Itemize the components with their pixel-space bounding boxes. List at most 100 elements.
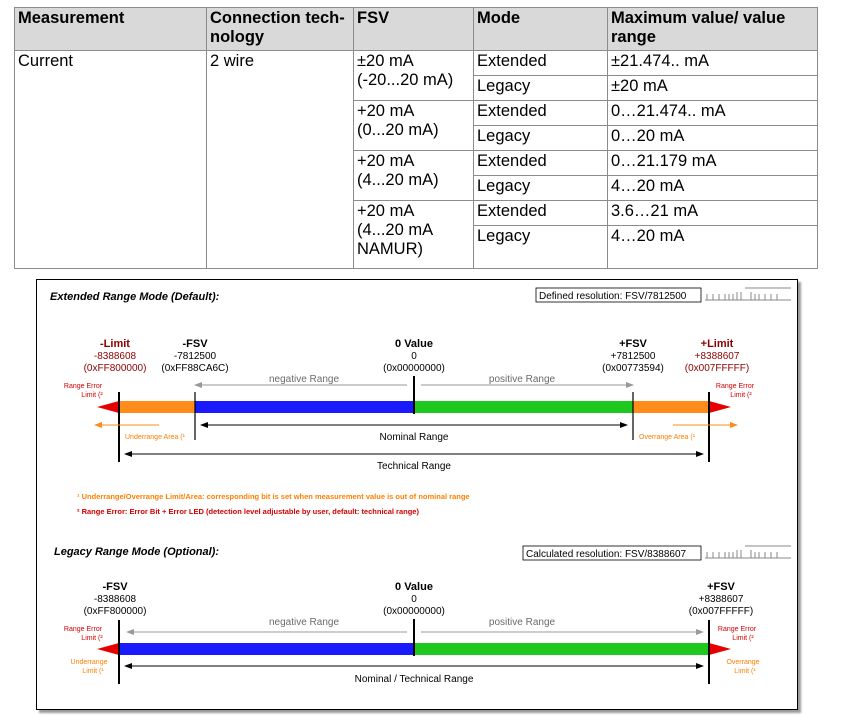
svg-text:0: 0	[411, 351, 417, 362]
legacy-nominal-technical-label: Nominal / Technical Range	[355, 674, 474, 685]
pos-limit-label: +Limit +8388607 (0x007FFFFF)	[685, 338, 749, 374]
header-max-value: Maximum value/ value range	[607, 7, 818, 51]
legacy-range-error-right-label: Range Error	[718, 626, 757, 633]
svg-text:+FSV: +FSV	[707, 581, 735, 593]
range-error-right-label: Range Error	[716, 383, 755, 390]
svg-text:-7812500: -7812500	[174, 351, 217, 362]
cell-mode: Legacy	[473, 75, 608, 101]
cell-range: ±21.474.. mA	[607, 50, 818, 76]
legacy-positive-segment	[414, 643, 709, 655]
table-row: +20 mA (4...20 mA NAMUR) Extended 3.6…21 m…	[15, 200, 818, 269]
table-row: +20 mA (4...20 mA) Extended 0…21.179 mA	[15, 150, 818, 201]
svg-text:-8388608: -8388608	[94, 351, 137, 362]
cell-range: 0…21.474.. mA	[607, 100, 818, 126]
extended-range-section: Extended Range Mode (Default): Defined r…	[50, 287, 791, 472]
extended-mode-title: Extended Range Mode (Default):	[50, 291, 220, 303]
legacy-positive-range-label: positive Range	[489, 617, 556, 628]
svg-text:-8388608: -8388608	[94, 594, 137, 605]
cell-range: 4…20 mA	[607, 175, 818, 201]
header-measurement: Measurement	[14, 7, 207, 51]
legacy-resolution-box: Calculated resolution: FSV/8388607	[522, 545, 791, 561]
header-mode: Mode	[473, 7, 608, 51]
cell-fsv: ±20 mA (-20...20 mA)	[353, 50, 474, 101]
svg-text:0 Value: 0 Value	[395, 581, 433, 593]
cell-range: 0…21.179 mA	[607, 150, 818, 176]
legacy-range-error-left-label: Range Error	[64, 626, 103, 633]
cell-mode: Legacy	[473, 125, 608, 151]
table-row: Current 2 wire ±20 mA (-20...20 mA) Exten…	[14, 50, 818, 269]
range-diagram-svg: Extended Range Mode (Default): Defined r…	[50, 287, 791, 685]
range-error-left-label: Range Error	[64, 383, 103, 390]
resolution-scale-icon	[705, 287, 791, 301]
legacy-range-section: Legacy Range Mode (Optional): Calculated…	[54, 545, 791, 685]
overrange-area-label: Overrange Area (¹	[639, 434, 696, 441]
range-error-limit-left: Limit (²	[81, 392, 103, 399]
cell-measurement: Current	[14, 50, 207, 269]
error-tip-left	[97, 401, 119, 413]
legacy-mode-title: Legacy Range Mode (Optional):	[54, 546, 219, 558]
table-row: Legacy 0…20 mA	[15, 125, 818, 151]
svg-text:+Limit: +Limit	[701, 338, 734, 350]
legacy-range-error-limit-left: Limit (²	[81, 635, 103, 642]
overrange-segment	[633, 401, 709, 413]
error-tip-right	[709, 401, 731, 413]
svg-text:0: 0	[411, 594, 417, 605]
svg-text:+8388607: +8388607	[699, 594, 744, 605]
legacy-range-error-limit-right: Limit (²	[732, 635, 754, 642]
cell-range: ±20 mA	[607, 75, 818, 101]
svg-text:(0x00000000): (0x00000000)	[383, 606, 445, 617]
technical-range-label: Technical Range	[377, 461, 451, 472]
table-row: Legacy ±20 mA	[15, 75, 818, 101]
cell-range: 4…20 mA	[607, 225, 818, 269]
svg-text:+7812500: +7812500	[611, 351, 656, 362]
legacy-resolution-label: Calculated resolution: FSV/8388607	[526, 549, 687, 560]
extended-resolution-box: Defined resolution: FSV/7812500	[535, 287, 791, 303]
range-mode-diagram: Extended Range Mode (Default): Defined r…	[36, 279, 798, 710]
svg-text:-Limit: -Limit	[100, 338, 130, 350]
cell-mode: Extended	[473, 200, 608, 226]
range-error-limit-right: Limit (²	[730, 392, 752, 399]
legacy-overrange-label: Overrange	[726, 659, 759, 666]
zero-value-label: 0 Value 0 (0x00000000)	[383, 338, 445, 374]
specification-table: Measurement Connection tech-nology FSV M…	[14, 7, 818, 269]
positive-range-label: positive Range	[489, 374, 556, 385]
cell-mode: Extended	[473, 150, 608, 176]
legacy-underrange-label: Underrange	[71, 659, 108, 666]
neg-limit-label: -Limit -8388608 (0xFF800000)	[84, 338, 147, 374]
cell-mode: Extended	[473, 50, 608, 76]
cell-mode: Legacy	[473, 175, 608, 201]
pos-fsv-label: +FSV +7812500 (0x00773594)	[602, 338, 664, 374]
cell-fsv: +20 mA (0...20 mA)	[353, 100, 474, 151]
table-row: Legacy 4…20 mA	[15, 225, 818, 269]
legacy-negative-segment	[119, 643, 414, 655]
table-header-row: Measurement Connection tech-nology FSV M…	[14, 7, 818, 51]
svg-text:(0xFF800000): (0xFF800000)	[84, 363, 147, 374]
cell-range: 3.6…21 mA	[607, 200, 818, 226]
header-fsv: FSV	[353, 7, 474, 51]
extended-resolution-label: Defined resolution: FSV/7812500	[539, 291, 687, 302]
cell-fsv: +20 mA (4...20 mA NAMUR)	[353, 200, 474, 269]
negative-range-label: negative Range	[269, 374, 339, 385]
svg-text:+8388607: +8388607	[695, 351, 740, 362]
legacy-neg-fsv-label: -FSV -8388608 (0xFF800000)	[84, 581, 147, 617]
svg-text:+FSV: +FSV	[619, 338, 647, 350]
header-connection-technology: Connection tech-nology	[206, 7, 354, 51]
negative-segment	[195, 401, 414, 413]
cell-mode: Extended	[473, 100, 608, 126]
legacy-overrange-limit-label: Limit (¹	[734, 668, 756, 675]
legacy-zero-value-label: 0 Value 0 (0x00000000)	[383, 581, 445, 617]
legacy-underrange-limit-label: Limit (¹	[82, 668, 104, 675]
svg-text:-FSV: -FSV	[182, 338, 208, 350]
svg-text:0 Value: 0 Value	[395, 338, 433, 350]
cell-range: 0…20 mA	[607, 125, 818, 151]
legacy-negative-range-label: negative Range	[269, 617, 339, 628]
svg-text:(0xFF88CA6C): (0xFF88CA6C)	[161, 363, 228, 374]
underrange-area-label: Underrange Area (¹	[125, 434, 186, 441]
cell-mode: Legacy	[473, 225, 608, 269]
svg-text:(0x00773594): (0x00773594)	[602, 363, 664, 374]
nominal-range-label: Nominal Range	[380, 432, 449, 443]
legacy-error-tip-left	[97, 643, 119, 655]
legacy-range-bar	[97, 643, 731, 655]
svg-text:(0x007FFFFF): (0x007FFFFF)	[685, 363, 749, 374]
cell-connection: 2 wire	[206, 50, 354, 269]
